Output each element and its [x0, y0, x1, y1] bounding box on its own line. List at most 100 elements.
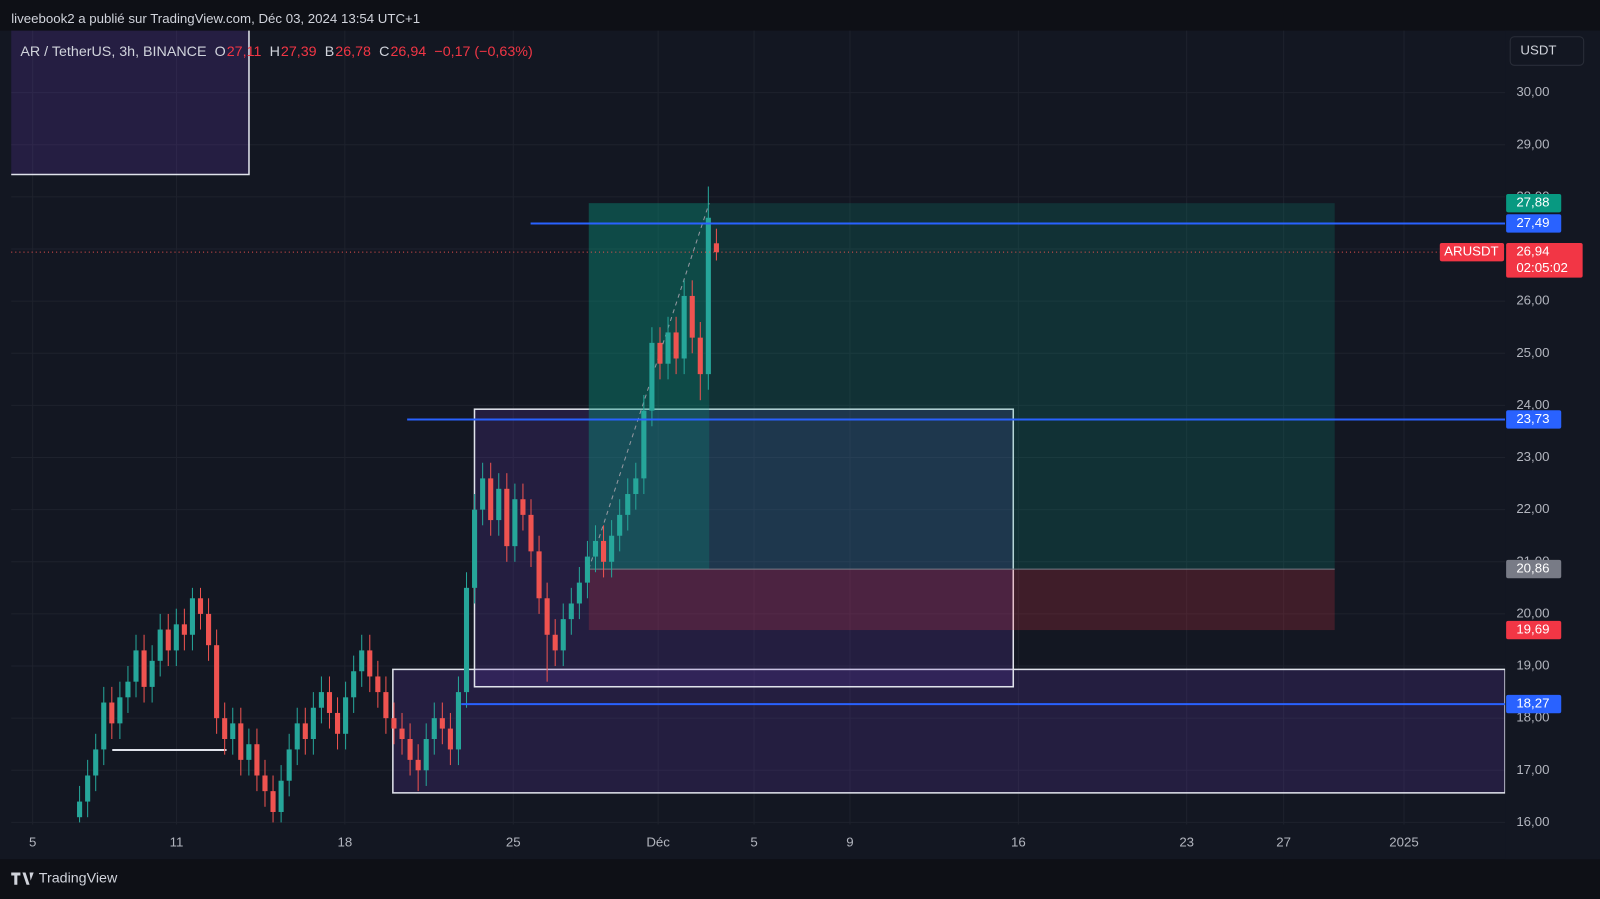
candle-body: [77, 801, 83, 818]
candle-body: [375, 676, 381, 693]
candle-body: [552, 634, 558, 651]
candle-body: [173, 624, 179, 651]
price-tag-label: 18,27: [1516, 696, 1549, 711]
x-tick-label: 23: [1179, 834, 1194, 849]
x-tick-label: 5: [750, 834, 757, 849]
candle-body: [617, 514, 623, 536]
x-tick-label: 27: [1276, 834, 1291, 849]
y-tick-label: 19,00: [1516, 658, 1549, 673]
candle-body: [713, 243, 719, 253]
symbol: AR / TetherUS, 3h, BINANCE: [20, 44, 206, 60]
candle-body: [326, 692, 333, 713]
candle-body: [657, 342, 663, 364]
candle-body: [641, 410, 647, 479]
loss-zone: [588, 569, 1335, 631]
candle-body: [447, 728, 453, 750]
y-tick-label: 29,00: [1516, 136, 1549, 151]
ohlc-key: O: [215, 44, 226, 60]
trade-path: [588, 202, 710, 570]
candle-body: [504, 488, 510, 547]
candle-body: [197, 598, 204, 614]
candle-body: [125, 681, 131, 698]
candle-body: [254, 744, 260, 776]
candle-body: [633, 478, 639, 495]
candle-body: [85, 775, 91, 802]
zone: [392, 668, 1506, 794]
x-tick-label: Déc: [646, 834, 670, 849]
candle-body: [310, 707, 316, 740]
zone: [11, 30, 249, 175]
candle-body: [592, 540, 599, 557]
candle-body: [609, 535, 615, 562]
candle-body: [101, 702, 107, 750]
published-note: liveebook2 a publié sur TradingView.com,…: [11, 11, 420, 26]
candle-body: [318, 692, 324, 708]
candle-body: [625, 494, 631, 515]
candle-body: [463, 587, 470, 693]
x-tick-label: 25: [506, 834, 521, 849]
price-tag: [1506, 620, 1562, 640]
candle-body: [262, 775, 268, 792]
candle-body: [544, 598, 550, 635]
price-tag-label: 19,69: [1516, 622, 1549, 637]
grid: [11, 30, 1506, 825]
y-tick-label: 24,00: [1516, 397, 1549, 412]
price-tag: [1506, 214, 1562, 233]
candle-body: [439, 718, 445, 729]
candle-body: [407, 739, 413, 760]
candle-body: [109, 702, 115, 724]
candle-body: [415, 759, 421, 771]
symbol-tag-label: ARUSDT: [1444, 244, 1498, 259]
brand: TradingView: [39, 870, 118, 886]
y-tick-label: 20,00: [1516, 605, 1549, 620]
x-tick-label: 2025: [1389, 834, 1418, 849]
candle-body: [286, 749, 292, 781]
candle-body: [496, 488, 502, 521]
candle-body: [351, 671, 357, 698]
price-tag-label: 27,49: [1516, 215, 1549, 230]
candle-body: [334, 712, 341, 734]
x-tick-label: 9: [846, 834, 853, 849]
candle-body: [359, 650, 365, 672]
legend: AR / TetherUS, 3h, BINANCE O 27,11 H 27,39 B 2…: [20, 44, 532, 60]
price-tag-label: 20,86: [1516, 561, 1549, 576]
price-tag: [1506, 694, 1562, 714]
candle-body: [222, 718, 228, 740]
candle-body: [480, 478, 486, 510]
candle-body: [423, 739, 429, 771]
symbol-tag: [1439, 242, 1505, 262]
footer-bar: [0, 859, 1600, 899]
ohlc-value: 27,11: [227, 44, 262, 60]
brand-logo: [11, 872, 34, 885]
candle-body: [141, 650, 147, 687]
candle-body: [343, 697, 349, 734]
candle-body: [278, 780, 284, 812]
y-tick-label: 18,00: [1516, 710, 1549, 725]
x-tick-label: 11: [170, 834, 184, 849]
price-tag-label: 23,73: [1516, 411, 1549, 426]
candle-body: [488, 478, 494, 521]
last-price-tag: [1506, 242, 1583, 278]
candle-body: [536, 551, 542, 599]
candle-body: [165, 629, 171, 651]
x-tick-label: 18: [337, 834, 352, 849]
candle-body: [576, 582, 582, 604]
currency-button[interactable]: [1509, 36, 1585, 66]
candle-body: [246, 744, 252, 760]
countdown: 02:05:02: [1516, 260, 1568, 275]
ohlc-key: B: [325, 44, 335, 60]
candle-body: [568, 603, 574, 620]
candles: [77, 186, 719, 823]
currency[interactable]: USDT: [1520, 43, 1556, 58]
candle-body: [673, 332, 679, 359]
candle-body: [157, 629, 163, 661]
candle-body: [238, 723, 244, 760]
profit-zone: [588, 203, 1335, 570]
candle-body: [681, 295, 687, 359]
axes: 16,0017,0018,0019,0020,0021,0022,0023,00…: [29, 84, 1583, 849]
candle-body: [302, 723, 308, 740]
candle-body: [294, 723, 300, 750]
candle-body: [455, 692, 462, 750]
price-axis: [1505, 30, 1600, 860]
